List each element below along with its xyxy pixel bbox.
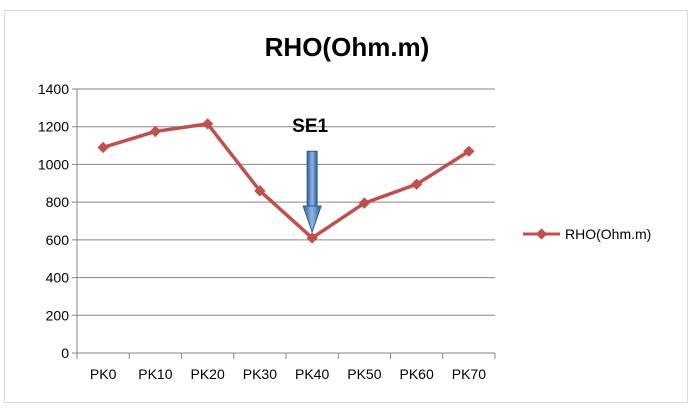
x-tick-label: PK60 — [400, 366, 434, 382]
y-tick-label: 400 — [46, 270, 70, 286]
data-point-pk10 — [149, 125, 162, 138]
axes — [72, 88, 496, 359]
y-axis-ticks: 0 200 400 600 800 1000 1200 1400 — [38, 81, 69, 361]
x-axis-ticks: PK0 PK10 PK20 PK30 PK40 PK50 PK60 PK70 — [90, 366, 486, 382]
y-tick-label: 0 — [61, 345, 69, 361]
gridlines — [77, 88, 495, 316]
data-point-pk50 — [358, 197, 371, 209]
data-point-pk60 — [410, 178, 423, 190]
y-tick-label: 1200 — [38, 119, 69, 135]
annotation-label: SE1 — [292, 116, 328, 137]
y-tick-label: 600 — [46, 232, 70, 248]
legend: RHO(Ohm.m) — [523, 226, 651, 242]
data-point-pk0 — [97, 141, 109, 154]
x-tick-label: PK70 — [452, 366, 486, 382]
legend-label: RHO(Ohm.m) — [565, 226, 651, 242]
x-tick-label: PK10 — [138, 366, 172, 382]
chart-title: RHO(Ohm.m) — [265, 32, 430, 62]
annotation-layer: SE1 — [292, 116, 329, 234]
data-point-pk70 — [463, 145, 475, 157]
y-tick-label: 200 — [46, 307, 70, 323]
x-tick-label: PK0 — [90, 366, 117, 382]
chart-frame: RHO(Ohm.m) 0 200 400 600 800 1000 1200 1400 PK0… — [4, 10, 688, 403]
x-tick-label: PK20 — [191, 366, 225, 382]
annotation-arrow-shaft — [306, 150, 318, 207]
data-point-pk30 — [254, 185, 266, 197]
annotation-arrow-head — [302, 205, 322, 234]
y-tick-label: 1400 — [38, 81, 69, 97]
x-tick-label: PK50 — [347, 366, 381, 382]
legend-marker — [535, 228, 548, 240]
series-layer — [97, 118, 475, 244]
x-tick-label: PK30 — [243, 366, 277, 382]
data-point-pk40 — [306, 232, 318, 244]
line-chart: RHO(Ohm.m) 0 200 400 600 800 1000 1200 1400 PK0… — [38, 32, 651, 382]
series-line — [102, 122, 470, 240]
x-tick-label: PK40 — [295, 366, 329, 382]
y-tick-label: 800 — [46, 194, 70, 210]
y-tick-label: 1000 — [38, 156, 69, 172]
